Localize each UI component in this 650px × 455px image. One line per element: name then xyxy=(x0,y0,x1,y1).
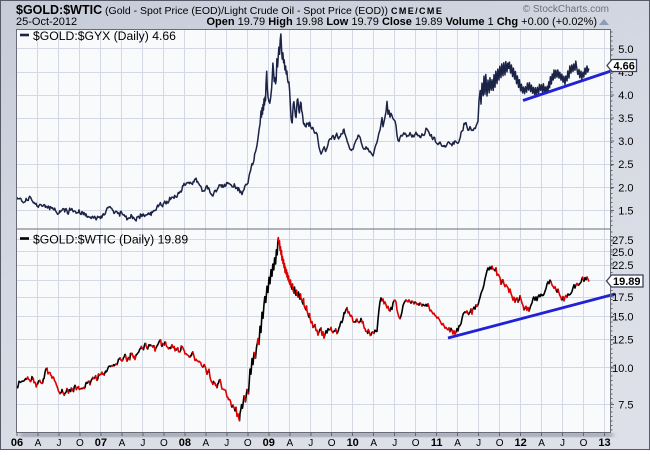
svg-text:O: O xyxy=(580,438,588,449)
svg-text:2.0: 2.0 xyxy=(618,182,633,194)
svg-text:A: A xyxy=(370,438,377,449)
svg-text:12: 12 xyxy=(514,437,526,449)
svg-text:J: J xyxy=(392,438,397,449)
svg-text:A: A xyxy=(454,438,461,449)
svg-text:10: 10 xyxy=(347,437,359,449)
svg-text:J: J xyxy=(140,438,145,449)
svg-text:A: A xyxy=(202,438,209,449)
svg-text:19.89: 19.89 xyxy=(613,276,641,288)
svg-text:2.5: 2.5 xyxy=(618,159,633,171)
svg-text:J: J xyxy=(476,438,481,449)
svg-text:$GOLD:$WTIC (Daily) 19.89: $GOLD:$WTIC (Daily) 19.89 xyxy=(33,232,188,246)
svg-text:O: O xyxy=(76,438,84,449)
svg-text:25.0: 25.0 xyxy=(612,247,633,259)
svg-text:08: 08 xyxy=(179,437,191,449)
svg-text:17.5: 17.5 xyxy=(612,292,633,304)
svg-text:1.5: 1.5 xyxy=(618,205,633,217)
svg-text:J: J xyxy=(308,438,313,449)
svg-text:3.5: 3.5 xyxy=(618,113,633,125)
svg-text:13: 13 xyxy=(598,437,610,449)
svg-text:J: J xyxy=(224,438,229,449)
svg-text:15.0: 15.0 xyxy=(612,312,633,324)
svg-text:A: A xyxy=(119,438,126,449)
svg-text:A: A xyxy=(286,438,293,449)
svg-text:O: O xyxy=(412,438,420,449)
svg-text:O: O xyxy=(496,438,504,449)
svg-text:3.0: 3.0 xyxy=(618,136,633,148)
svg-text:O: O xyxy=(244,438,252,449)
svg-text:4.66: 4.66 xyxy=(614,61,635,73)
svg-text:$GOLD:$GYX (Daily) 4.66: $GOLD:$GYX (Daily) 4.66 xyxy=(33,29,176,43)
svg-text:11: 11 xyxy=(431,437,443,449)
svg-text:06: 06 xyxy=(11,437,23,449)
svg-text:07: 07 xyxy=(95,437,107,449)
svg-text:4.0: 4.0 xyxy=(618,90,633,102)
svg-text:O: O xyxy=(160,438,168,449)
svg-text:7.5: 7.5 xyxy=(618,399,633,411)
svg-text:J: J xyxy=(560,438,565,449)
svg-text:22.5: 22.5 xyxy=(612,260,633,272)
svg-text:12.5: 12.5 xyxy=(612,335,633,347)
svg-text:09: 09 xyxy=(263,437,275,449)
svg-text:O: O xyxy=(328,438,336,449)
svg-text:J: J xyxy=(57,438,62,449)
svg-text:A: A xyxy=(35,438,42,449)
svg-text:27.5: 27.5 xyxy=(612,235,633,247)
svg-text:A: A xyxy=(538,438,545,449)
svg-text:5.0: 5.0 xyxy=(618,44,633,56)
svg-text:10.0: 10.0 xyxy=(612,363,633,375)
